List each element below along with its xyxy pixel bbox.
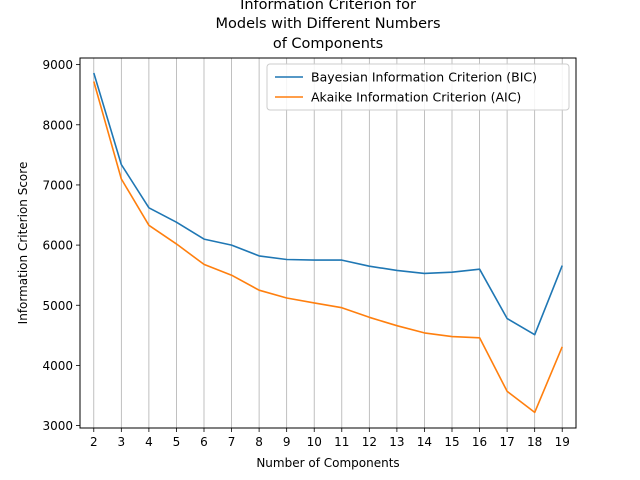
grid-lines: [93, 58, 563, 428]
chart-title-line-2: Models with Different Numbers: [215, 16, 440, 32]
axis-ticks: 2 3 4 5 6 7 8 9 10 11 12 13 14 15 16 17 18 19 3000 4000 5000…: [42, 58, 569, 449]
legend-label: Bayesian Information Criterion (BIC): [311, 70, 537, 85]
y-tick-label: 5000: [42, 299, 73, 313]
chart-title-line-1: Information Criterion for: [240, 0, 416, 13]
y-axis-label: Information Criterion Score: [16, 162, 30, 325]
y-tick-label: 7000: [42, 178, 73, 192]
legend: Bayesian Information Criterion (BIC) Akai…: [266, 63, 570, 111]
x-tick-label: 13: [389, 435, 404, 449]
y-tick-label: 8000: [42, 118, 73, 132]
y-tick-label: 4000: [42, 359, 73, 373]
x-tick-label: 16: [472, 435, 487, 449]
x-tick-label: 6: [200, 435, 208, 449]
series-lines: [93, 72, 563, 414]
series-line-aic: [93, 81, 563, 414]
x-tick-label: 10: [307, 435, 322, 449]
y-tick-label: 6000: [42, 239, 73, 253]
x-tick-label: 5: [173, 435, 181, 449]
x-tick-label: 18: [527, 435, 542, 449]
x-tick-label: 8: [255, 435, 263, 449]
x-tick-label: 12: [362, 435, 377, 449]
x-tick-label: 11: [334, 435, 349, 449]
legend-box: [266, 63, 570, 111]
x-tick-label: 7: [228, 435, 236, 449]
x-tick-label: 19: [555, 435, 570, 449]
x-tick-label: 2: [90, 435, 98, 449]
x-tick-label: 3: [118, 435, 126, 449]
x-tick-label: 15: [444, 435, 459, 449]
x-tick-label: 17: [499, 435, 514, 449]
series-line-bic: [93, 72, 563, 336]
chart-title-line-3: of Components: [273, 36, 383, 52]
y-tick-label: 3000: [42, 419, 73, 433]
legend-label: Akaike Information Criterion (AIC): [311, 90, 521, 105]
x-axis-label: Number of Components: [256, 456, 399, 470]
chart-title: Information Criterion for Models with Di…: [215, 0, 440, 52]
plot-frame: [79, 57, 577, 429]
x-tick-label: 14: [417, 435, 432, 449]
x-tick-label: 9: [283, 435, 291, 449]
y-tick-label: 9000: [42, 58, 73, 72]
x-tick-label: 4: [145, 435, 153, 449]
